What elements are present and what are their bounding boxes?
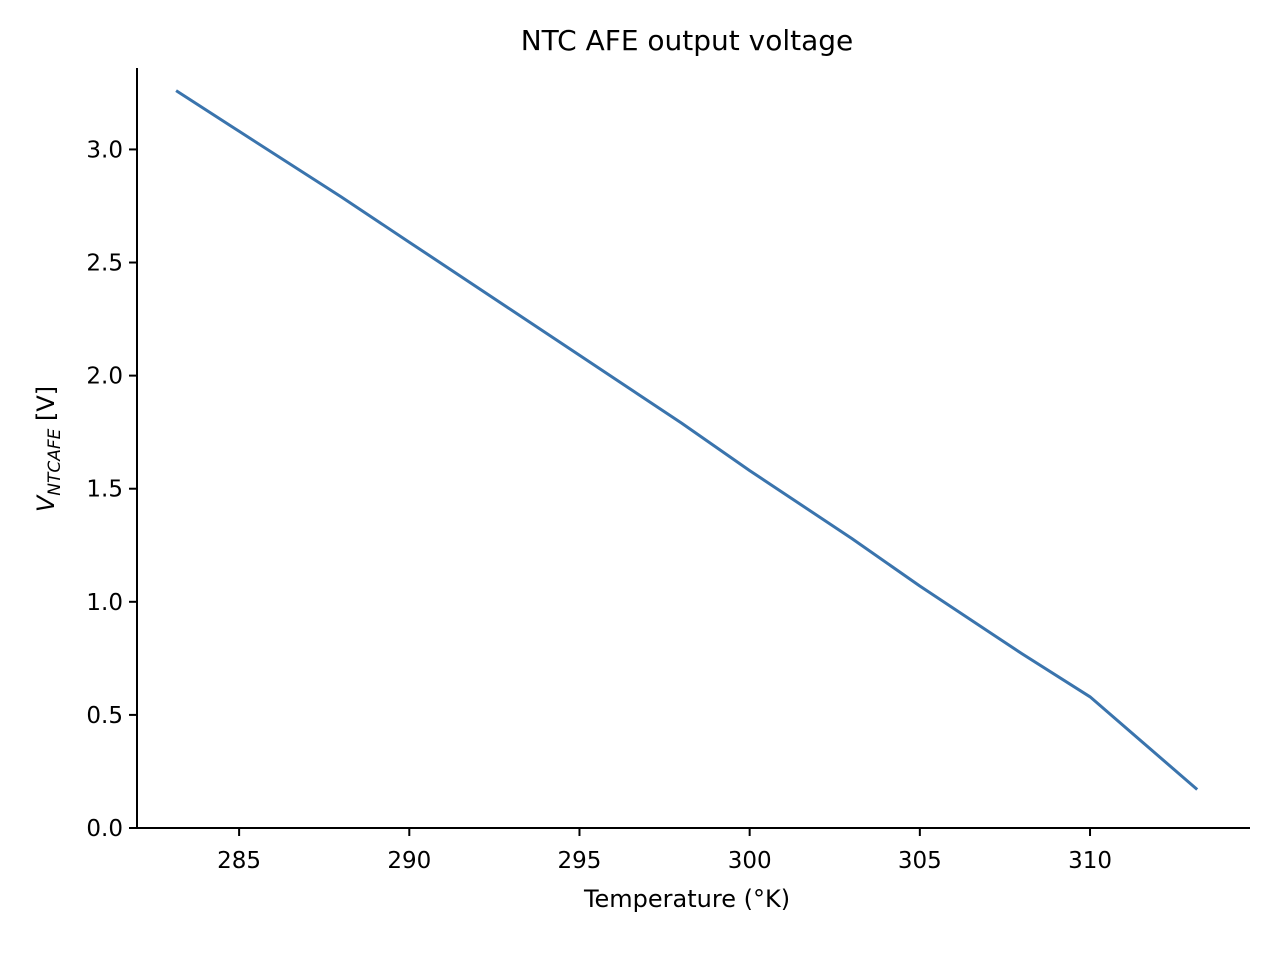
y-tick-label: 3.0 [86,137,123,163]
y-tick-label: 2.0 [86,364,123,390]
x-tick-label: 285 [217,848,261,874]
y-tick-label: 1.5 [86,477,123,503]
y-tick-label: 1.0 [86,590,123,616]
x-axis: 285 290 295 300 305 310 [137,827,1250,874]
y-tick-label: 0.5 [86,703,123,729]
series-layer [175,89,1199,791]
y-axis: 0.0 0.5 1.0 1.5 2.0 2.5 3.0 [86,68,138,842]
y-axis-label-subscript: NTCAFE [45,428,65,495]
x-axis-label: Temperature (°K) [583,885,790,913]
y-axis-label-base: V [32,494,60,512]
x-tick-label: 295 [558,848,602,874]
x-tick-label: 290 [387,848,431,874]
y-axis-label-unit: [V] [32,386,60,429]
x-tick-label: 300 [728,848,772,874]
series-line [175,89,1199,791]
chart-title: NTC AFE output voltage [521,24,854,57]
y-tick-label: 0.0 [86,816,123,842]
y-tick-label: 2.5 [86,251,123,277]
y-axis-label: VNTCAFE [V] [32,386,65,512]
x-tick-label: 305 [898,848,942,874]
x-tick-label: 310 [1068,848,1112,874]
